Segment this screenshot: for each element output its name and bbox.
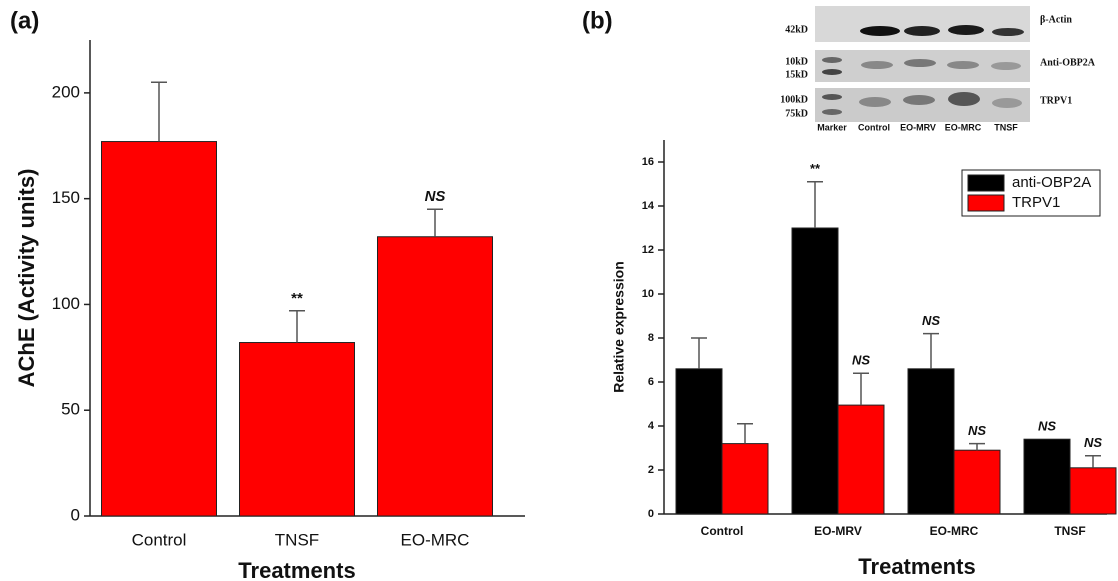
error-bar [853,373,869,405]
blot-size-label: 10kD [785,56,808,67]
y-tick-label: 2 [648,464,654,476]
y-axis-label: Relative expression [611,261,627,393]
bar [722,444,768,514]
blot-image [815,6,1030,122]
bar [908,369,954,514]
x-tick-label: EO-MRC [401,530,470,549]
error-bar [691,338,707,369]
blot-lane-label: TNSF [994,122,1018,132]
significance-label: NS [922,313,940,328]
y-tick-label: 10 [642,288,654,300]
blot-size-label: 75kD [785,108,808,119]
blot-band-label: β-Actin [1040,14,1072,25]
significance-label: NS [1084,435,1102,450]
legend-label: anti-OBP2A [1012,174,1091,191]
bar [838,405,884,514]
x-axis-label: Treatments [858,554,975,579]
blot-band-label: Anti-OBP2A [1040,57,1096,68]
figure: 42kD 10kD 15kD 100kD 75kD β-Actin Anti-O… [0,0,1118,581]
error-bar [969,444,985,451]
y-tick-label: 50 [61,400,80,419]
legend-label: TRPV1 [1012,194,1060,211]
blot-lane-label: EO-MRC [945,122,982,132]
legend-swatch [968,175,1004,191]
blot-size-label: 42kD [785,24,808,35]
bar [1070,468,1116,514]
blot-size-label: 100kD [780,94,808,105]
x-tick-label: TNSF [1054,524,1085,538]
significance-label: NS [968,423,986,438]
blot-lane-label: Control [858,122,890,132]
error-bar [427,209,443,237]
y-tick-label: 200 [52,82,80,101]
x-tick-label: EO-MRV [814,524,862,538]
significance-label: NS [852,353,870,368]
bar [102,142,217,516]
y-tick-label: 6 [648,376,654,388]
x-axis-label: Treatments [238,558,355,581]
blot-size-label: 15kD [785,69,808,80]
bar [1024,439,1070,514]
x-tick-label: Control [701,524,744,538]
error-bar [923,334,939,369]
blot-lane-label: Marker [817,122,847,132]
error-bar [151,82,167,141]
bar [240,343,355,516]
y-tick-label: 150 [52,188,80,207]
panel-label: (a) [10,7,39,34]
x-tick-label: TNSF [275,530,319,549]
y-axis-label: AChE (Activity units) [14,169,39,388]
error-bar [807,182,823,228]
error-bar [289,311,305,343]
y-tick-label: 14 [642,200,655,212]
bar [378,237,493,516]
blot-band-label: TRPV1 [1040,95,1072,106]
y-tick-label: 4 [648,420,655,432]
error-bar [1085,456,1101,468]
y-tick-label: 0 [648,508,654,520]
y-tick-label: 16 [642,156,654,168]
significance-label: ** [810,161,821,176]
x-tick-label: EO-MRC [930,524,979,538]
bar [792,228,838,514]
significance-label: NS [1038,419,1056,434]
y-tick-label: 0 [71,505,80,524]
y-tick-label: 8 [648,332,654,344]
y-tick-label: 12 [642,244,654,256]
bar [676,369,722,514]
panel-label: (b) [582,7,613,34]
legend-swatch [968,195,1004,211]
significance-label: ** [291,290,303,307]
blot-lane-label: EO-MRV [900,122,936,132]
error-bar [737,424,753,444]
significance-label: NS [425,188,446,205]
x-tick-label: Control [132,530,187,549]
y-tick-label: 100 [52,294,80,313]
bar [954,450,1000,514]
